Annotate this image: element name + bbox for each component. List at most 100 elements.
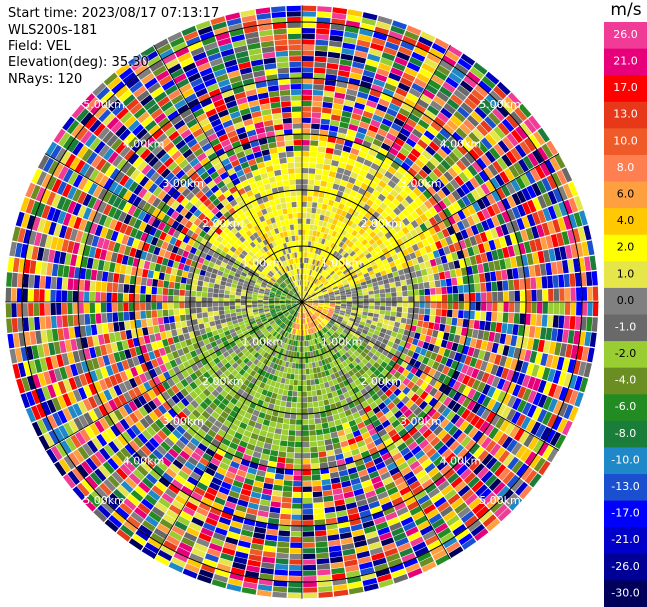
- velocity-gate: [286, 304, 292, 307]
- velocity-gate: [302, 134, 311, 140]
- velocity-gate: [429, 451, 441, 463]
- velocity-gate: [460, 140, 472, 152]
- velocity-gate: [338, 356, 345, 363]
- velocity-gate: [335, 351, 342, 358]
- velocity-gate: [501, 118, 515, 132]
- velocity-gate: [428, 274, 435, 282]
- velocity-gate: [108, 262, 116, 273]
- velocity-gate: [318, 296, 324, 299]
- velocity-gate: [501, 406, 512, 419]
- velocity-gate: [328, 368, 334, 375]
- velocity-gate: [341, 354, 348, 361]
- velocity-gate: [491, 203, 501, 215]
- velocity-gate: [328, 380, 334, 387]
- velocity-gate: [268, 335, 274, 341]
- velocity-gate: [148, 351, 156, 360]
- velocity-gate: [307, 241, 312, 247]
- velocity-gate: [132, 452, 144, 464]
- velocity-gate: [56, 315, 63, 328]
- velocity-gate: [400, 235, 408, 243]
- velocity-gate: [506, 408, 517, 422]
- velocity-gate: [225, 344, 232, 351]
- velocity-gate: [380, 210, 389, 219]
- velocity-gate: [252, 299, 258, 302]
- velocity-gate: [359, 278, 366, 283]
- velocity-gate: [225, 286, 231, 291]
- velocity-gate: [310, 140, 319, 146]
- velocity-gate: [262, 358, 269, 365]
- velocity-gate: [391, 292, 397, 297]
- velocity-gate: [233, 556, 248, 565]
- velocity-gate: [302, 408, 308, 414]
- velocity-gate: [113, 352, 121, 363]
- velocity-gate: [374, 171, 384, 180]
- velocity-gate: [435, 554, 451, 566]
- velocity-gate: [417, 410, 427, 420]
- velocity-gate: [107, 475, 120, 488]
- velocity-gate: [356, 213, 364, 221]
- velocity-gate: [231, 362, 239, 369]
- velocity-gate: [396, 401, 405, 410]
- velocity-gate: [164, 488, 177, 499]
- velocity-gate: [397, 132, 408, 142]
- velocity-gate: [198, 340, 205, 348]
- velocity-gate: [451, 497, 464, 510]
- velocity-gate: [270, 336, 276, 343]
- velocity-gate: [351, 360, 358, 367]
- velocity-gate: [465, 493, 478, 506]
- velocity-gate: [124, 443, 136, 456]
- velocity-gate: [270, 415, 278, 423]
- velocity-gate: [354, 225, 362, 233]
- velocity-gate: [332, 244, 339, 251]
- velocity-gate: [276, 552, 289, 559]
- velocity-gate: [291, 299, 297, 301]
- velocity-gate: [466, 192, 476, 204]
- velocity-gate: [509, 232, 518, 245]
- velocity-gate: [389, 211, 397, 220]
- velocity-gate: [333, 258, 339, 265]
- velocity-gate: [407, 441, 418, 451]
- velocity-gate: [460, 468, 472, 480]
- velocity-gate: [128, 400, 138, 412]
- velocity-gate: [117, 283, 124, 293]
- velocity-gate: [344, 245, 351, 252]
- velocity-gate: [332, 264, 338, 271]
- velocity-gate: [302, 212, 307, 219]
- velocity-gate: [82, 497, 97, 512]
- velocity-gate: [329, 194, 336, 201]
- velocity-gate: [464, 152, 476, 164]
- velocity-gate: [381, 406, 390, 415]
- velocity-gate: [57, 380, 67, 395]
- velocity-gate: [317, 331, 322, 337]
- velocity-gate: [257, 322, 264, 327]
- velocity-gate: [328, 539, 341, 547]
- velocity-gate: [196, 507, 209, 517]
- velocity-gate: [443, 536, 458, 549]
- velocity-gate: [81, 460, 94, 475]
- velocity-gate: [484, 474, 498, 487]
- velocity-gate: [362, 12, 378, 21]
- velocity-gate: [557, 217, 567, 232]
- velocity-gate: [470, 110, 484, 124]
- velocity-gate: [96, 434, 108, 447]
- velocity-gate: [314, 174, 322, 181]
- velocity-gate: [433, 116, 446, 128]
- velocity-gate: [553, 385, 563, 400]
- velocity-gate: [531, 364, 540, 377]
- velocity-gate: [336, 81, 348, 89]
- velocity-gate: [169, 418, 180, 429]
- velocity-gate: [315, 311, 321, 315]
- velocity-gate: [477, 466, 489, 480]
- velocity-gate: [103, 402, 113, 414]
- velocity-gate: [319, 383, 326, 390]
- velocity-gate: [355, 371, 362, 379]
- velocity-gate: [401, 395, 410, 405]
- velocity-gate: [9, 241, 17, 257]
- velocity-gate: [317, 445, 326, 452]
- velocity-gate: [371, 475, 382, 485]
- velocity-gate: [222, 351, 230, 358]
- velocity-gate: [124, 460, 136, 472]
- velocity-gate: [391, 331, 398, 338]
- velocity-gate: [314, 56, 327, 63]
- velocity-gate: [305, 224, 310, 230]
